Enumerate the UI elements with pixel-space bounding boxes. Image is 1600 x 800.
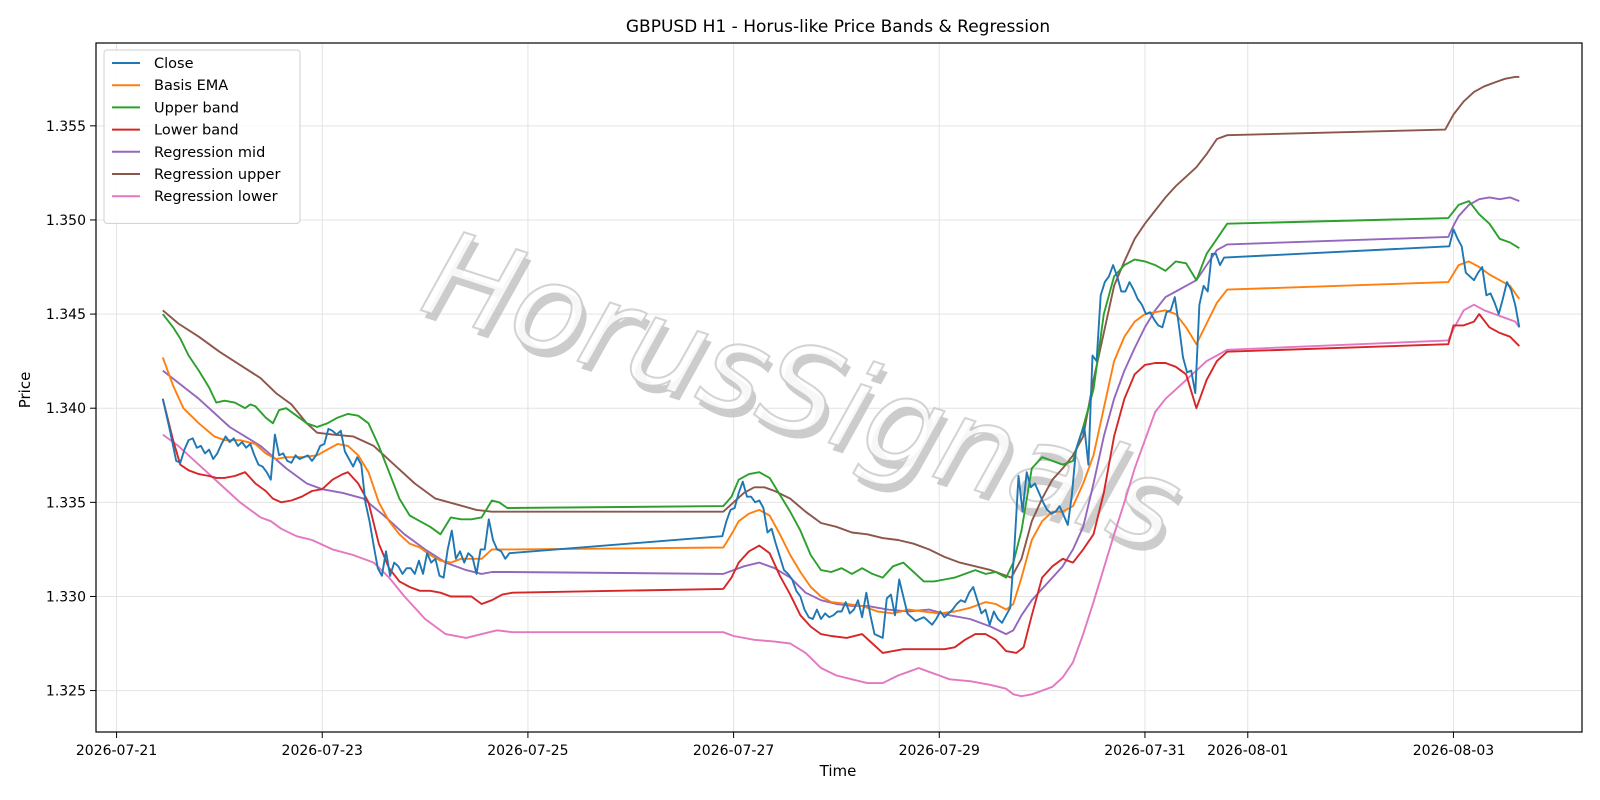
y-tick-label: 1.355: [46, 119, 86, 135]
x-tick-label: 2026-08-01: [1207, 743, 1288, 759]
legend-label-close: Close: [154, 56, 194, 72]
series-line-regression-upper: [162, 75, 1520, 579]
y-tick-label: 1.335: [46, 495, 86, 511]
y-tick-label: 1.350: [46, 213, 86, 229]
y-tick-label: 1.325: [46, 684, 86, 700]
legend-label-basis-ema: Basis EMA: [154, 78, 228, 94]
series-line-lower-band: [161, 313, 1520, 654]
x-tick-label: 2026-08-03: [1413, 743, 1494, 759]
x-axis-ticks: 2026-07-21 2026-07-23 2026-07-25 2026-07-27…: [76, 732, 1494, 759]
x-tick-label: 2026-07-25: [487, 743, 568, 759]
series-line-close: [161, 228, 1521, 639]
x-tick-label: 2026-07-27: [693, 743, 774, 759]
series-line-upper-band: [162, 200, 1520, 583]
x-tick-label: 2026-07-23: [282, 743, 363, 759]
y-tick-label: 1.345: [46, 307, 86, 323]
y-axis-label: Price: [16, 372, 34, 409]
y-axis-ticks: 1.325 1.330 1.335 1.340 1.345 1.350 1.355: [46, 119, 96, 700]
legend: Close Basis EMA Upper band Lower band Regres…: [103, 49, 301, 224]
y-tick-label: 1.330: [46, 589, 86, 605]
series-line-regression-mid: [162, 196, 1520, 636]
legend-label-lower-band: Lower band: [154, 123, 239, 139]
series-lines: [161, 75, 1521, 698]
x-tick-label: 2026-07-31: [1104, 743, 1185, 759]
legend-label-regression-upper: Regression upper: [154, 167, 280, 183]
legend-label-upper-band: Upper band: [154, 100, 239, 116]
x-tick-label: 2026-07-29: [899, 743, 980, 759]
plot-frame: [95, 42, 1583, 733]
y-tick-label: 1.340: [46, 401, 86, 417]
series-line-regression-lower: [162, 303, 1521, 698]
grid: [96, 43, 1582, 732]
legend-label-regression-mid: Regression mid: [154, 145, 265, 161]
series-line-basis-ema: [161, 260, 1521, 615]
legend-label-regression-lower: Regression lower: [154, 189, 278, 205]
x-tick-label: 2026-07-21: [76, 743, 157, 759]
chart-title: GBPUSD H1 - Horus-like Price Bands & Reg…: [626, 17, 1050, 37]
x-axis-label: Time: [819, 762, 857, 780]
legend-box: [103, 49, 301, 224]
